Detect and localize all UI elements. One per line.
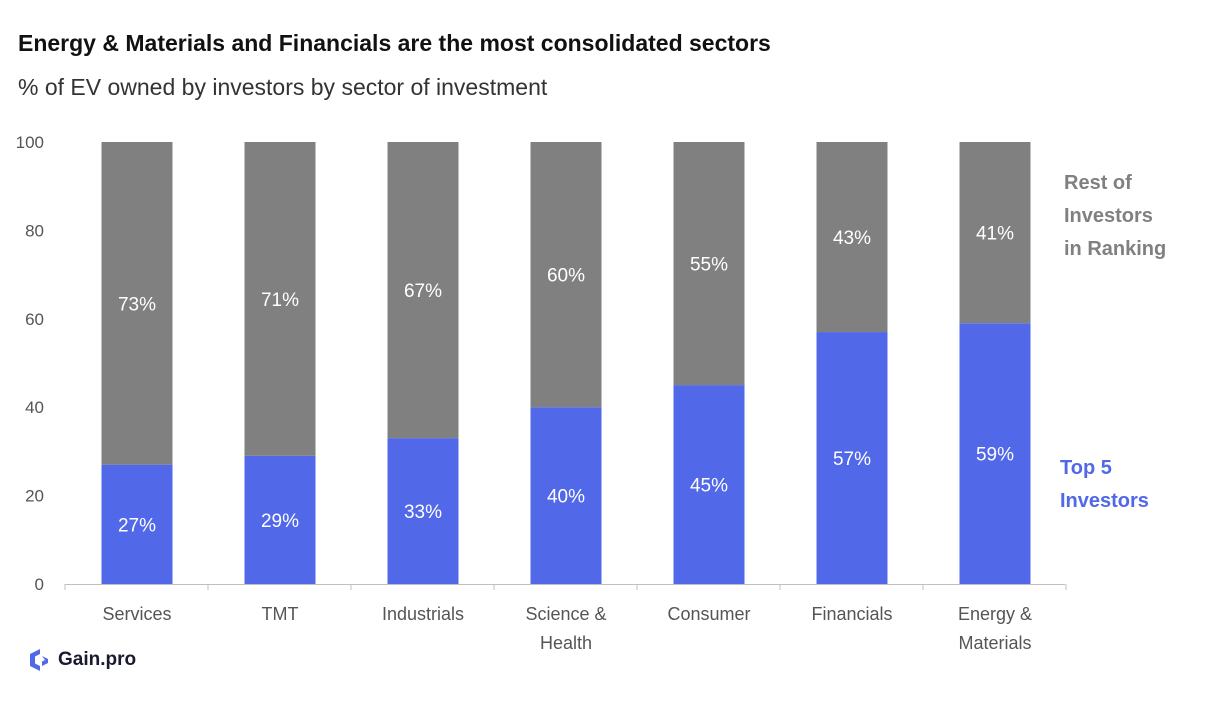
gain-pro-logo: Gain.pro: [22, 645, 136, 675]
legend-top-5-investors: Top 5 Investors: [1060, 457, 1149, 512]
data-label-rest: 43%: [833, 228, 871, 249]
data-label-rest: 67%: [404, 281, 442, 302]
bar-rest-of-investors: [387, 142, 459, 439]
y-tick-label: 40: [25, 398, 44, 417]
bar-top5-investors: [959, 323, 1031, 584]
data-label-rest: 73%: [118, 294, 156, 315]
bar-rest-of-investors: [530, 142, 602, 408]
bar-top5-investors: [101, 464, 173, 584]
logo-text: Gain.pro: [58, 649, 137, 670]
bar-top5-investors: [387, 438, 459, 584]
x-tick-label: Services: [102, 604, 171, 624]
data-label-rest: 71%: [261, 290, 299, 311]
bar-rest-of-investors: [244, 142, 316, 456]
y-tick-label: 80: [25, 221, 44, 240]
data-label-rest: 60%: [547, 266, 585, 287]
data-label-top5: 33%: [404, 502, 442, 523]
data-label-rest: 55%: [690, 255, 728, 276]
bar-rest-of-investors: [673, 142, 745, 386]
chart-subtitle: % of EV owned by investors by sector of …: [18, 74, 548, 100]
data-label-rest: 41%: [976, 224, 1014, 245]
x-tick-label: Financials: [811, 604, 892, 624]
x-tick-label: Science & Health: [525, 604, 606, 653]
data-label-top5: 29%: [261, 511, 299, 532]
bar-top5-investors: [816, 332, 888, 584]
data-label-top5: 59%: [976, 445, 1014, 466]
bar-rest-of-investors: [816, 142, 888, 333]
y-tick-label: 60: [25, 310, 44, 329]
bar-rest-of-investors: [959, 142, 1031, 324]
bar-rest-of-investors: [101, 142, 173, 465]
bar-top5-investors: [673, 385, 745, 584]
y-tick-label: 20: [25, 487, 44, 506]
legend-rest-of-investors: Rest of Investors in Ranking: [1064, 172, 1167, 260]
x-tick-label: Consumer: [667, 604, 750, 624]
x-tick-label: Industrials: [382, 604, 464, 624]
data-label-top5: 27%: [118, 515, 156, 536]
bar-top5-investors: [244, 455, 316, 584]
y-tick-label: 100: [16, 133, 44, 152]
data-label-top5: 40%: [547, 487, 585, 508]
gain-pro-logo-icon: [30, 649, 48, 671]
data-label-top5: 45%: [690, 476, 728, 497]
x-tick-label: Energy & Materials: [958, 604, 1032, 653]
x-tick-label: TMT: [262, 604, 299, 624]
chart-title: Energy & Materials and Financials are th…: [18, 30, 771, 56]
bar-top5-investors: [530, 407, 602, 584]
y-tick-label: 0: [35, 575, 44, 594]
data-label-top5: 57%: [833, 449, 871, 470]
